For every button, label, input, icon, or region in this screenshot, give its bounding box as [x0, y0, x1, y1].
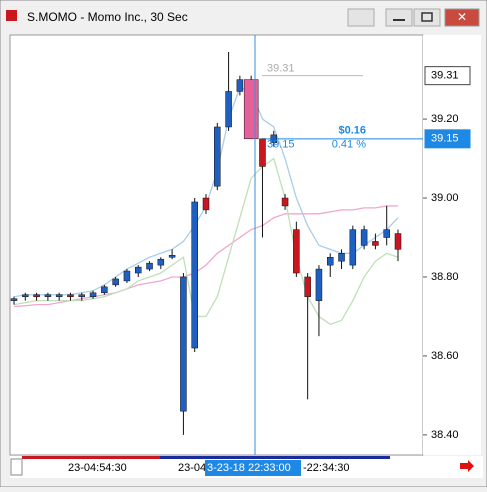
- y-tick-label: 39.00: [431, 192, 459, 204]
- y-tick-label: 39.20: [431, 113, 459, 125]
- maximize-button[interactable]: [413, 8, 441, 27]
- y-axis-area: [423, 35, 481, 455]
- axis: 39.20 39.00 38.80 38.60 38.40 39.31 39.15: [423, 66, 471, 441]
- candle-body: [394, 233, 402, 250]
- candle-body: [293, 229, 300, 274]
- scroll-red: [22, 456, 160, 459]
- candle-body: [349, 229, 357, 266]
- candle-body: [146, 262, 153, 270]
- candle-body: [326, 256, 334, 266]
- scroll-box[interactable]: [10, 458, 23, 476]
- candle-body: [134, 266, 142, 274]
- scroll-arrow[interactable]: [460, 460, 474, 472]
- candle-body: [55, 294, 63, 297]
- x-tick-label: -22:34:30: [303, 462, 349, 474]
- measure-high-label: 39.31: [267, 63, 295, 75]
- measure-low-label: 39.15: [267, 139, 295, 151]
- candle-body: [236, 79, 244, 92]
- candle-body: [89, 292, 97, 297]
- candle-body: [360, 229, 368, 246]
- measure-change: $0.16: [338, 125, 366, 137]
- x-tick-label: 3-23-18 22:33:00: [207, 462, 291, 474]
- y-tick-label: 38.80: [431, 271, 459, 283]
- candle-body: [225, 91, 232, 128]
- candle-body: [10, 298, 18, 301]
- candle-body: [315, 268, 323, 301]
- candle-body: [281, 197, 289, 207]
- candle-body: [157, 258, 165, 266]
- close-icon: ✕: [457, 10, 467, 24]
- y-tick-label: 38.40: [431, 429, 459, 441]
- candle-body: [202, 197, 210, 211]
- candle-body: [259, 138, 266, 167]
- candle-body: [214, 126, 221, 187]
- candle-body: [180, 276, 187, 412]
- candle-body: [304, 276, 311, 297]
- candle-body: [78, 294, 86, 297]
- price-marker-label: 39.15: [431, 133, 459, 145]
- indicator-line: [13, 157, 399, 326]
- link-button[interactable]: [347, 8, 375, 27]
- x-tick-label: 23-04: [178, 462, 206, 474]
- y-tick-label: 38.60: [431, 350, 459, 362]
- candle-body: [33, 294, 40, 297]
- x-tick-label: 23-04:54:30: [68, 462, 127, 474]
- candle-body: [123, 270, 131, 282]
- candle-body: [270, 134, 278, 144]
- price-marker: [424, 66, 471, 86]
- candle-body: [67, 294, 74, 297]
- price-marker: [424, 129, 471, 149]
- price-marker-label: 39.31: [431, 70, 459, 82]
- measure-percent: 0.41 %: [332, 139, 366, 151]
- candle-body: [191, 201, 198, 349]
- candle-body: [112, 278, 119, 286]
- candle-body: [168, 255, 176, 258]
- window-title: S.MOMO - Momo Inc., 30 Sec: [27, 10, 188, 24]
- candle-body: [338, 253, 345, 262]
- scroll-blue: [160, 456, 390, 459]
- plot: 39.31 39.15 $0.16 0.41 %: [10, 35, 423, 455]
- x-label-highlight: [205, 460, 301, 476]
- maximize-icon: [421, 12, 433, 22]
- candle-body: [22, 294, 29, 297]
- candle-body: [243, 79, 259, 140]
- app-icon: [6, 10, 17, 21]
- minimize-button[interactable]: [385, 8, 413, 27]
- candle-body: [101, 286, 108, 294]
- candle-body: [44, 294, 52, 297]
- indicator-line: [13, 205, 398, 308]
- candle-body: [372, 241, 379, 246]
- x-axis: 23-04:54:30 23-04 3-23-18 22:33:00 -22:34:3…: [68, 460, 349, 476]
- candle-body: [383, 229, 390, 238]
- close-button[interactable]: [444, 8, 480, 27]
